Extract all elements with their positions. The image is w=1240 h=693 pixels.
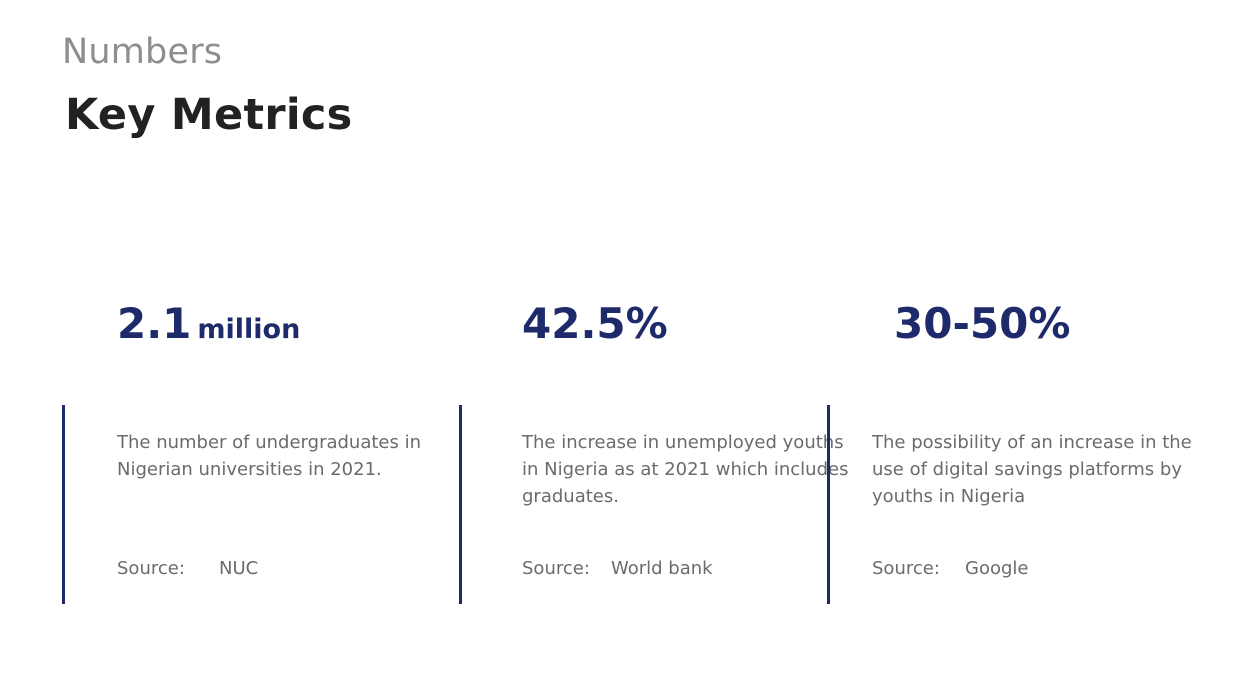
metric-description: The increase in unemployed youths in Nig… [522, 432, 849, 507]
source-value: World bank [611, 558, 713, 579]
metric-value-digital-savings: 30-50% [894, 298, 1070, 350]
metric-divider [459, 405, 462, 604]
metric-number: 2.1 [117, 299, 192, 348]
metric-description: The number of undergraduates in Nigerian… [117, 432, 422, 480]
metric-number: 42.5% [522, 299, 668, 348]
metric-source: Source: World bank [522, 556, 713, 582]
source-value: NUC [219, 558, 259, 579]
source-label: Source: [117, 558, 185, 579]
page-title: Key Metrics [65, 90, 353, 140]
metric-source: Source: NUC [117, 556, 258, 582]
metric-description: The possibility of an increase in the us… [872, 432, 1192, 507]
section-eyebrow: Numbers [62, 32, 223, 72]
source-label: Source: [872, 558, 940, 579]
metric-value-undergraduates: 2.1 million [117, 298, 300, 356]
metric-unit: million [197, 314, 301, 345]
metric-divider [62, 405, 65, 604]
source-label: Source: [522, 558, 590, 579]
source-value: Google [965, 558, 1029, 579]
metric-number: 30-50% [894, 299, 1071, 348]
metric-value-unemployment: 42.5% [522, 298, 668, 350]
metric-divider [827, 405, 830, 604]
metric-source: Source: Google [872, 556, 1028, 582]
